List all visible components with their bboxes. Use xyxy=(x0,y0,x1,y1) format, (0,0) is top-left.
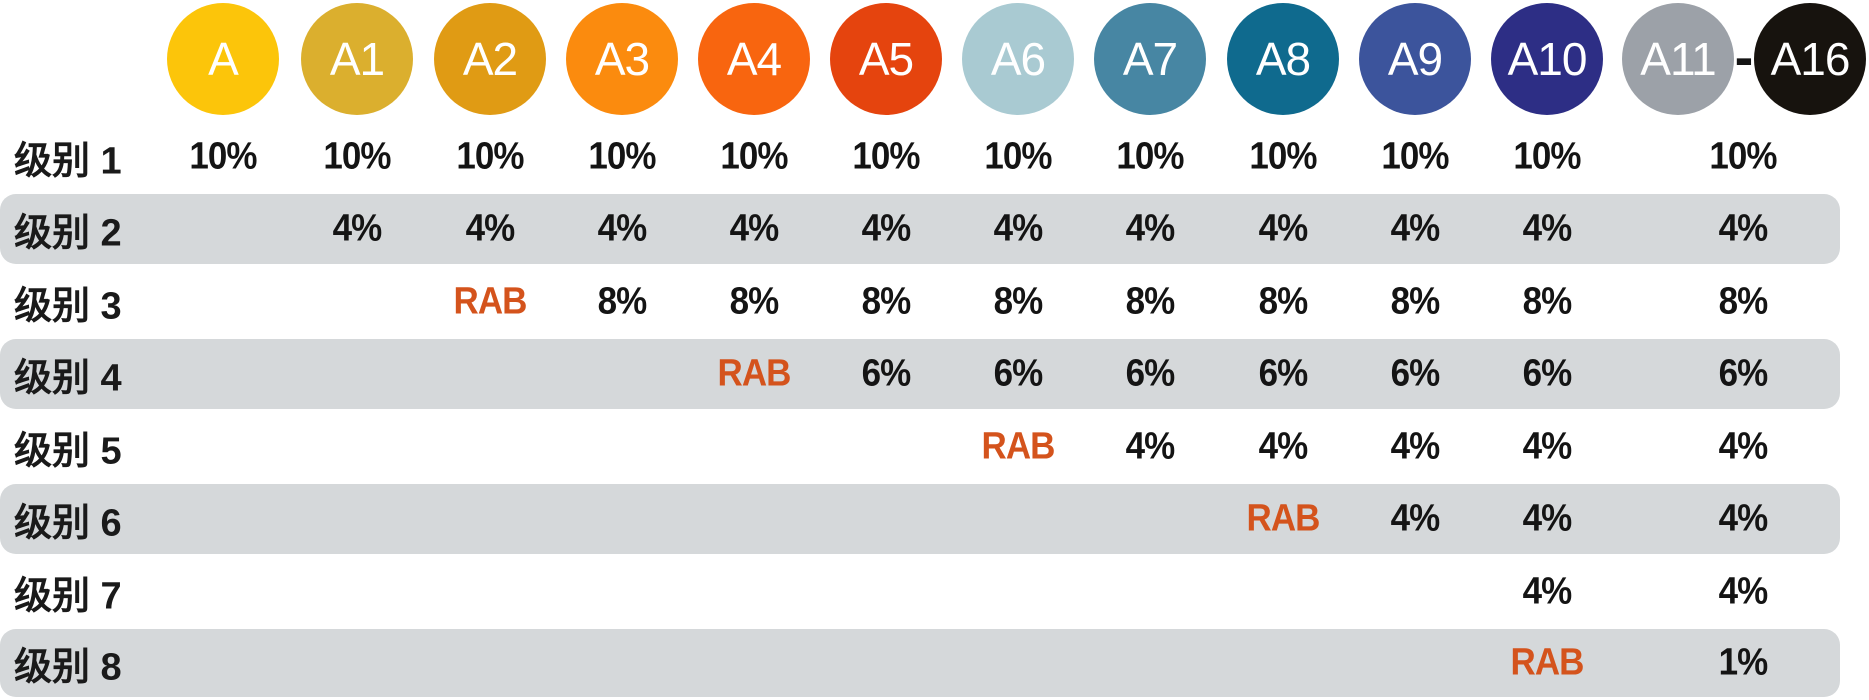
cell: 8% xyxy=(1718,280,1769,323)
row-label: 级别 2 xyxy=(14,212,122,255)
cell: 1% xyxy=(1718,641,1769,684)
row-label: 级别 3 xyxy=(14,285,122,328)
cell: 4% xyxy=(861,207,912,250)
cell: 4% xyxy=(1390,425,1441,468)
cell: 4% xyxy=(1522,497,1573,540)
cell: RAB xyxy=(981,425,1056,468)
cell: 4% xyxy=(332,207,383,250)
column-badge-a5: A5 xyxy=(830,3,942,115)
cell: RAB xyxy=(717,352,792,395)
cell: 8% xyxy=(1125,280,1176,323)
cell: 10% xyxy=(1381,135,1449,178)
cell: 4% xyxy=(1718,425,1769,468)
cell: 10% xyxy=(984,135,1052,178)
cell: 6% xyxy=(993,352,1044,395)
table-row-level-3: 级别 3 RAB 8% 8% 8% 8% 8% 8% 8% 8% 8% xyxy=(0,267,1840,337)
cell: 4% xyxy=(1125,207,1176,250)
column-badge-a16: A16 xyxy=(1754,3,1866,115)
cell: 10% xyxy=(456,135,524,178)
row-label: 级别 5 xyxy=(14,430,122,473)
range-dash: - xyxy=(1734,24,1754,88)
cell: 6% xyxy=(861,352,912,395)
column-badge-a6: A6 xyxy=(962,3,1074,115)
cell: 4% xyxy=(1258,207,1309,250)
column-badge-a1: A1 xyxy=(301,3,413,115)
cell: 4% xyxy=(1522,425,1573,468)
row-label: 级别 1 xyxy=(14,140,122,183)
row-label: 级别 4 xyxy=(14,357,122,400)
cell: 10% xyxy=(1709,135,1777,178)
cell: 4% xyxy=(1258,425,1309,468)
cell: 6% xyxy=(1125,352,1176,395)
cell: 6% xyxy=(1522,352,1573,395)
column-badge-a: A xyxy=(167,3,279,115)
cell: 8% xyxy=(1390,280,1441,323)
cell: 8% xyxy=(597,280,648,323)
column-badge-a10: A10 xyxy=(1491,3,1603,115)
cell: 8% xyxy=(1258,280,1309,323)
cell: 8% xyxy=(861,280,912,323)
cell: RAB xyxy=(453,280,528,323)
table-row-level-7: 级别 7 4% 4% xyxy=(0,557,1840,627)
cell: 6% xyxy=(1390,352,1441,395)
cell: 10% xyxy=(720,135,788,178)
cell: 10% xyxy=(189,135,257,178)
table-row-level-5: 级别 5 RAB 4% 4% 4% 4% 4% xyxy=(0,412,1840,482)
column-badge-a9: A9 xyxy=(1359,3,1471,115)
cell: 4% xyxy=(1390,497,1441,540)
column-badge-a11: A11 xyxy=(1622,3,1734,115)
cell: 4% xyxy=(1718,497,1769,540)
column-badge-a2: A2 xyxy=(434,3,546,115)
cell: 4% xyxy=(1718,570,1769,613)
table-row-level-1: 级别 1 10% 10% 10% 10% 10% 10% 10% 10% 10%… xyxy=(0,122,1840,192)
cell: 10% xyxy=(1249,135,1317,178)
table-row-level-2: 级别 2 4% 4% 4% 4% 4% 4% 4% 4% 4% 4% 4% xyxy=(0,194,1840,264)
cell: RAB xyxy=(1510,641,1585,684)
cell: 4% xyxy=(993,207,1044,250)
table-row-level-8: 级别 8 RAB 1% xyxy=(0,629,1840,697)
column-badge-a3: A3 xyxy=(566,3,678,115)
cell: 4% xyxy=(1125,425,1176,468)
cell: 4% xyxy=(1522,207,1573,250)
cell: 4% xyxy=(1390,207,1441,250)
table-row-level-6: 级别 6 RAB 4% 4% 4% xyxy=(0,484,1840,554)
row-label: 级别 7 xyxy=(14,575,122,618)
table-row-level-4: 级别 4 RAB 6% 6% 6% 6% 6% 6% 6% xyxy=(0,339,1840,409)
row-label: 级别 6 xyxy=(14,502,122,545)
cell: 10% xyxy=(1513,135,1581,178)
column-badge-a7: A7 xyxy=(1094,3,1206,115)
cell: 8% xyxy=(729,280,780,323)
column-badge-a4: A4 xyxy=(698,3,810,115)
cell: 6% xyxy=(1258,352,1309,395)
cell: 4% xyxy=(597,207,648,250)
cell: 10% xyxy=(852,135,920,178)
cell: 4% xyxy=(1718,207,1769,250)
column-badge-a8: A8 xyxy=(1227,3,1339,115)
cell: RAB xyxy=(1246,497,1321,540)
cell: 4% xyxy=(729,207,780,250)
cell: 10% xyxy=(323,135,391,178)
cell: 6% xyxy=(1718,352,1769,395)
cell: 8% xyxy=(993,280,1044,323)
cell: 8% xyxy=(1522,280,1573,323)
cell: 4% xyxy=(1522,570,1573,613)
row-label: 级别 8 xyxy=(14,646,122,689)
cell: 10% xyxy=(1116,135,1184,178)
cell: 10% xyxy=(588,135,656,178)
cell: 4% xyxy=(465,207,516,250)
